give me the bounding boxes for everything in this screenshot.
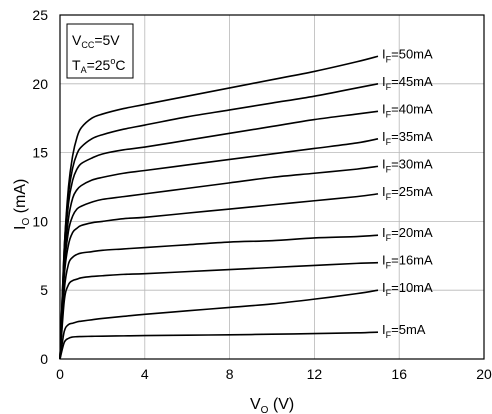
series-line xyxy=(59,83,379,360)
conditions-line-1: VCC=5V xyxy=(72,32,120,50)
series-line xyxy=(59,55,379,360)
series-line xyxy=(59,261,379,360)
series-label: IF=5mA xyxy=(382,322,426,340)
series-label: IF=30mA xyxy=(382,156,433,174)
y-tick-label: 15 xyxy=(32,145,48,161)
x-tick-label: 16 xyxy=(391,366,407,382)
series-label: IF=40mA xyxy=(382,101,433,119)
series-label: IF=10mA xyxy=(382,280,433,298)
y-tick-label: 20 xyxy=(32,76,48,92)
series-line xyxy=(59,165,379,360)
y-tick-label: 25 xyxy=(32,7,48,23)
conditions-box: VCC=5V TA=25oC xyxy=(66,23,134,79)
x-axis-label: VO (V) xyxy=(250,396,294,414)
series-line xyxy=(59,289,379,360)
grid xyxy=(60,15,484,359)
x-tick-label: 0 xyxy=(56,366,64,382)
x-tick-label: 8 xyxy=(226,366,234,382)
series-line xyxy=(59,110,379,360)
series-labels: IF=50mA IF=45mA IF=40mA IF=35mA IF=30mA IF=25… xyxy=(382,46,433,340)
tick-labels: 0 4 8 12 16 20 0 5 10 15 20 25 xyxy=(32,7,492,382)
curves xyxy=(59,55,379,360)
x-tick-label: 12 xyxy=(307,366,323,382)
series-label: IF=25mA xyxy=(382,184,433,202)
conditions-line-2: TA=25oC xyxy=(72,56,125,75)
y-tick-label: 0 xyxy=(40,351,48,367)
y-tick-label: 10 xyxy=(32,213,48,229)
series-line xyxy=(59,193,379,360)
y-axis-label: IO (mA) xyxy=(12,179,32,230)
x-tick-label: 4 xyxy=(141,366,149,382)
series-label: IF=45mA xyxy=(382,74,433,92)
x-tick-label: 20 xyxy=(476,366,492,382)
series-line xyxy=(59,138,379,360)
conditions-frame xyxy=(66,23,134,79)
plot-frame xyxy=(59,14,485,360)
series-line xyxy=(59,234,379,360)
series-label: IF=16mA xyxy=(382,253,433,271)
y-tick-label: 5 xyxy=(40,282,48,298)
series-line xyxy=(59,331,379,360)
series-label: IF=35mA xyxy=(382,129,433,147)
series-label: IF=20mA xyxy=(382,225,433,243)
series-label: IF=50mA xyxy=(382,46,433,64)
